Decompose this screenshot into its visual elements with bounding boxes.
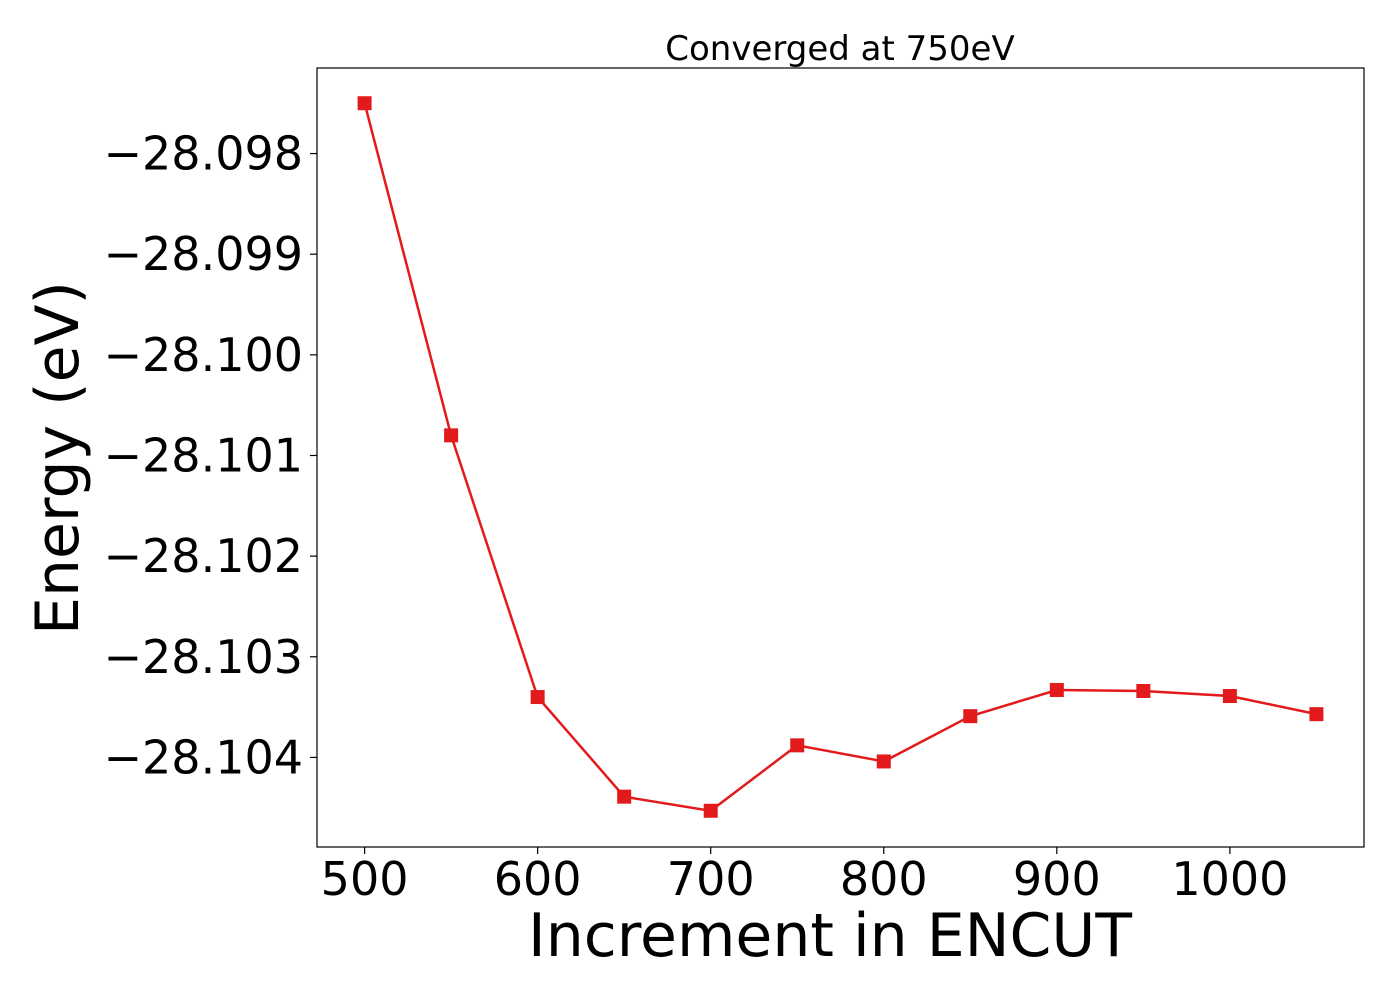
- y-tick-label: −28.102: [104, 529, 304, 583]
- series-layer: [357, 96, 1324, 818]
- data-point: [963, 709, 978, 724]
- data-point: [1049, 682, 1064, 697]
- x-tick-label: 500: [321, 852, 409, 906]
- x-tick-label: 800: [840, 852, 928, 906]
- plot-area: [316, 67, 1365, 848]
- data-point: [617, 789, 632, 804]
- y-tick-label: −28.101: [104, 428, 304, 482]
- x-tick-label: 1000: [1171, 852, 1288, 906]
- data-point: [357, 96, 372, 111]
- x-axis-label: Increment in ENCUT: [528, 901, 1132, 971]
- x-tick-label: 900: [1013, 852, 1101, 906]
- y-axis: −28.098 −28.099 −28.100 −28.101 −28.102 −28.1…: [104, 127, 317, 784]
- data-point: [1309, 707, 1324, 722]
- y-axis-label: Energy (eV): [23, 281, 93, 635]
- data-point: [1222, 689, 1237, 704]
- y-tick-label: −28.099: [104, 227, 304, 281]
- x-tick-label: 600: [494, 852, 582, 906]
- data-point: [530, 690, 545, 705]
- y-tick-label: −28.098: [104, 127, 304, 181]
- data-point: [1136, 683, 1151, 698]
- data-point: [790, 738, 805, 753]
- y-tick-label: −28.100: [104, 328, 304, 382]
- x-axis: 500 600 700 800 900 1000: [321, 847, 1288, 906]
- data-point: [876, 754, 891, 769]
- y-tick-label: −28.103: [104, 630, 304, 684]
- x-tick-label: 700: [667, 852, 755, 906]
- data-point: [444, 428, 459, 443]
- y-tick-label: −28.104: [104, 730, 304, 784]
- series-line: [363, 102, 1317, 813]
- chart-title: Converged at 750eV: [665, 29, 1014, 69]
- data-point: [703, 803, 718, 818]
